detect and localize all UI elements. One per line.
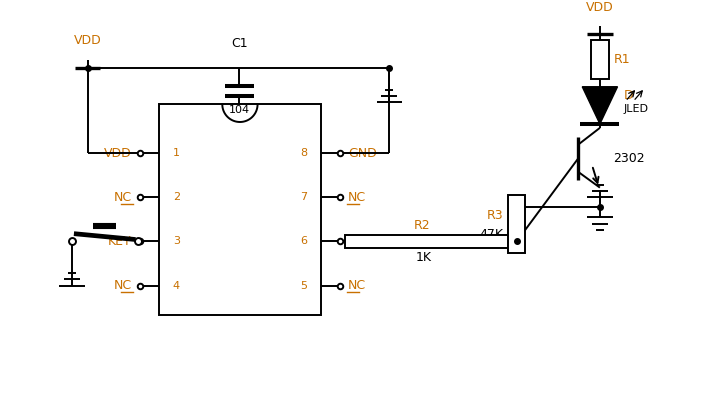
Text: NC: NC	[348, 279, 366, 292]
Text: 6: 6	[300, 237, 307, 246]
Text: 8: 8	[300, 149, 307, 158]
Text: 5: 5	[300, 281, 307, 290]
Text: R1: R1	[614, 53, 630, 66]
Text: 7: 7	[300, 193, 307, 202]
Text: OUT: OUT	[348, 235, 375, 248]
Text: 4: 4	[173, 281, 180, 290]
Text: 1: 1	[173, 149, 180, 158]
Text: NC: NC	[114, 279, 132, 292]
Text: GND: GND	[348, 147, 377, 160]
Text: NC: NC	[114, 191, 132, 204]
Text: 2302: 2302	[614, 152, 645, 165]
Text: C1: C1	[231, 38, 248, 51]
Bar	[508, 195, 525, 253]
Text: VDD: VDD	[586, 1, 614, 14]
Text: VDD: VDD	[104, 147, 132, 160]
Text: NC: NC	[348, 191, 366, 204]
Text: VDD: VDD	[74, 33, 102, 47]
Text: 47K: 47K	[479, 228, 503, 241]
Text: R3: R3	[486, 208, 503, 222]
Text: R2: R2	[414, 220, 431, 232]
Text: D: D	[624, 89, 633, 102]
Text: 1K: 1K	[416, 251, 431, 264]
Bar	[591, 40, 609, 79]
Text: 104: 104	[229, 105, 250, 115]
Bar	[159, 104, 320, 315]
Text: JLED: JLED	[624, 104, 649, 114]
Text: KEY: KEY	[108, 235, 132, 248]
Bar	[345, 235, 512, 248]
Text: 2: 2	[173, 193, 180, 202]
Text: 3: 3	[173, 237, 180, 246]
Polygon shape	[582, 87, 617, 124]
